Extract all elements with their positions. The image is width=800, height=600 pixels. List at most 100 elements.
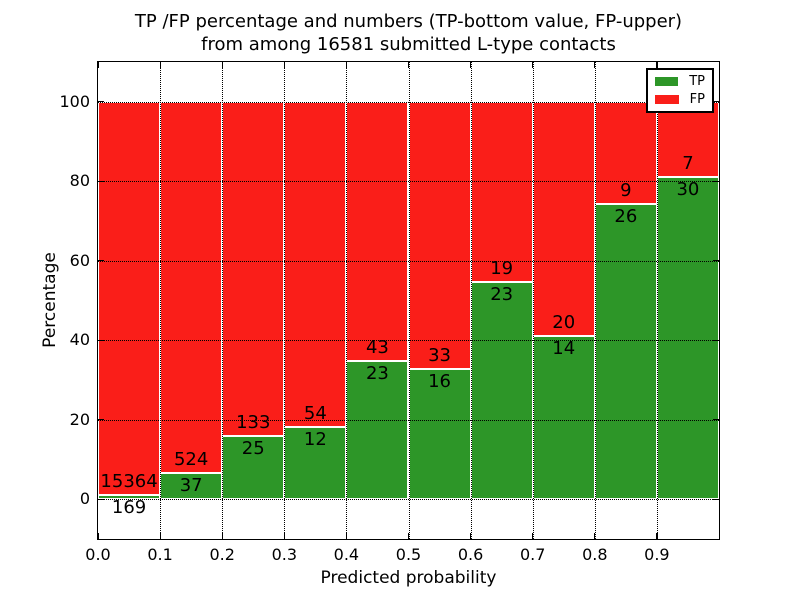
x-tick-top	[594, 62, 596, 68]
x-tick-top	[345, 62, 348, 68]
x-tick-bottom	[283, 533, 285, 539]
x-tick-top	[408, 62, 410, 68]
y-tick-right	[713, 101, 719, 103]
x-tick-label: 0.9	[644, 545, 670, 564]
x-tick-bottom	[345, 533, 348, 539]
bar-segment-tp	[594, 203, 657, 500]
x-tick-label: 0.1	[147, 545, 173, 564]
legend-swatch-tp	[655, 77, 679, 86]
x-tick-bottom	[594, 533, 596, 539]
x-tick-top	[221, 62, 223, 68]
plot-area: 15364 169 524 37 133 25 54 12 43 23 33 16 19 23 20 14 9 2…	[97, 61, 720, 540]
x-tick-top	[656, 62, 658, 68]
chart-title-line-2: from among 16581 submitted L-type contac…	[201, 34, 616, 55]
x-tick-label: 0.2	[209, 545, 235, 564]
bar-count-tp: 12	[303, 428, 327, 450]
y-tick-right	[713, 260, 719, 262]
v-gridline	[346, 62, 348, 539]
x-tick-bottom	[656, 533, 658, 539]
bar-segment-fp	[532, 101, 595, 336]
legend: TP FP	[646, 68, 714, 113]
x-tick-label: 0.5	[395, 545, 422, 564]
bar-segment-fp	[346, 101, 409, 361]
v-gridline	[656, 62, 658, 539]
bar-segment-tp	[656, 176, 719, 500]
chart-title-line-1: TP /FP percentage and numbers (TP-bottom…	[134, 11, 683, 32]
bar-segment-tp	[346, 360, 409, 500]
y-tick-right	[713, 419, 719, 421]
bar-segment-fp	[98, 101, 161, 495]
bar-count-fp: 33	[428, 345, 451, 367]
x-tick-bottom	[408, 533, 410, 539]
y-tick-left	[98, 260, 104, 262]
v-gridline	[470, 62, 472, 539]
bar-segment-tp	[284, 426, 347, 500]
bar-segment-fp	[594, 101, 657, 204]
bar-segment-fp	[222, 101, 285, 437]
bar-count-tp: 169	[111, 496, 147, 518]
x-tick-top	[97, 62, 99, 68]
y-tick-left	[98, 180, 104, 182]
legend-swatch-fp	[655, 95, 679, 104]
legend-entry-tp: TP	[655, 75, 705, 88]
v-gridline	[594, 62, 596, 539]
v-gridline	[160, 62, 162, 539]
x-tick-top	[532, 62, 534, 68]
x-tick-top	[470, 62, 472, 68]
bar-segment-fp	[470, 101, 533, 282]
bar-count-fp: 20	[552, 311, 576, 333]
bar-count-tp: 14	[552, 337, 576, 359]
bar-count-fp: 7	[682, 152, 694, 174]
bar-segment-fp	[284, 101, 347, 427]
bar-count-tp: 26	[614, 205, 638, 227]
bar-segment-fp	[160, 101, 223, 474]
bar-count-tp: 16	[428, 371, 451, 393]
y-tick-label: 60	[69, 250, 90, 270]
bar-count-fp: 9	[620, 179, 632, 201]
x-tick-bottom	[470, 533, 472, 539]
y-tick-label: 80	[69, 171, 90, 191]
bar-count-tp: 25	[241, 438, 265, 460]
bar-count-tp: 30	[676, 178, 700, 200]
x-tick-bottom	[221, 533, 223, 539]
bar-count-fp: 19	[490, 257, 514, 279]
bar-count-tp: 37	[179, 475, 203, 497]
x-tick-label: 0.6	[457, 545, 484, 564]
x-tick-label: 0.4	[333, 545, 360, 564]
y-tick-label: 20	[69, 409, 90, 429]
bar-count-fp: 54	[303, 402, 327, 424]
x-tick-bottom	[159, 533, 161, 539]
v-gridline	[532, 62, 534, 539]
bar-segment-tp	[470, 281, 533, 500]
bar-count-fp: 15364	[100, 470, 158, 492]
x-tick-top	[283, 62, 285, 68]
legend-label-tp: TP	[689, 74, 705, 89]
bar-segment-fp	[408, 101, 471, 370]
x-axis-label: Predicted probability	[320, 568, 497, 588]
x-tick-label: 0.0	[85, 545, 111, 564]
v-gridline	[408, 62, 410, 539]
legend-label-fp: FP	[689, 92, 705, 107]
bar-count-fp: 524	[173, 449, 209, 471]
y-tick-right	[713, 498, 719, 500]
v-gridline	[284, 62, 286, 539]
y-tick-right	[713, 180, 719, 182]
bar-count-tp: 23	[490, 283, 514, 305]
x-tick-label: 0.3	[271, 545, 298, 564]
y-tick-left	[98, 498, 104, 500]
bar-segment-tp	[160, 473, 223, 500]
y-tick-label: 100	[59, 91, 90, 111]
bar-count-fp: 133	[236, 412, 271, 434]
x-tick-top	[159, 62, 161, 68]
y-tick-label: 40	[69, 330, 90, 350]
x-tick-label: 0.7	[519, 545, 546, 564]
v-gridline	[222, 62, 224, 539]
y-tick-right	[713, 339, 719, 341]
x-tick-label: 0.8	[582, 545, 608, 564]
bar-segment-fp	[656, 101, 719, 177]
bar-count-tp: 23	[365, 362, 389, 384]
y-tick-left	[98, 339, 104, 341]
x-tick-bottom	[97, 533, 99, 539]
y-tick-left	[98, 419, 104, 421]
